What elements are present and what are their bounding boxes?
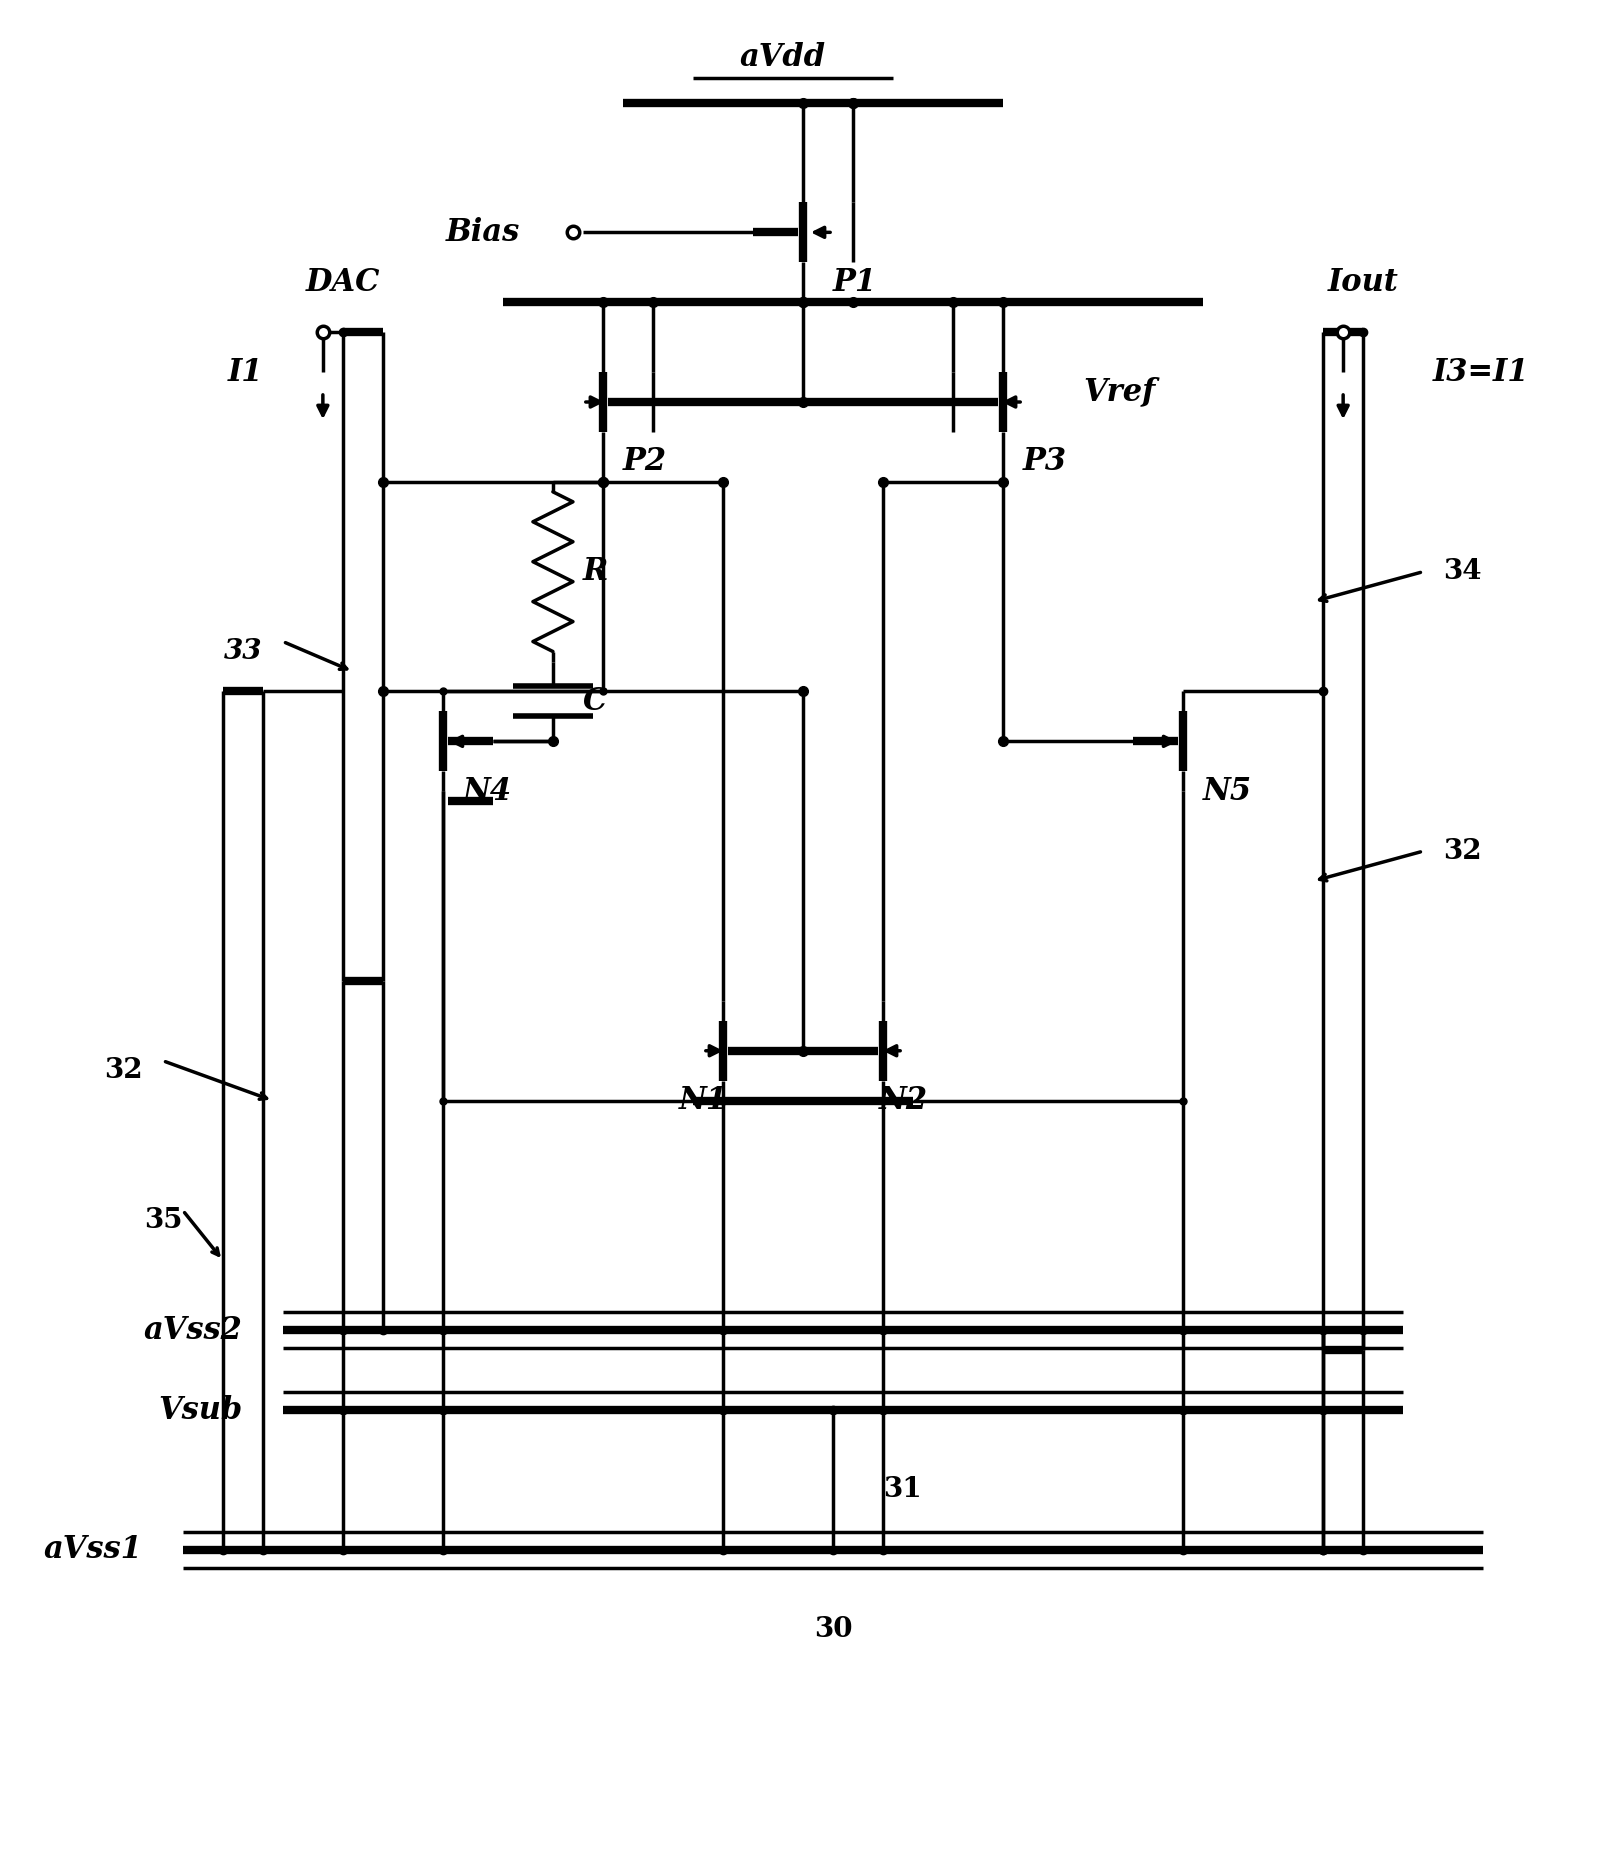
Text: N4: N4 (462, 776, 512, 807)
Text: P3: P3 (1022, 446, 1066, 478)
Text: I1: I1 (228, 357, 263, 387)
Text: DAC: DAC (305, 267, 380, 298)
Text: Vref: Vref (1082, 376, 1154, 407)
Text: 33: 33 (225, 639, 263, 665)
Text: 30: 30 (814, 1617, 852, 1643)
Text: R: R (583, 556, 608, 587)
Text: Iout: Iout (1327, 267, 1398, 298)
Text: 32: 32 (104, 1057, 143, 1083)
Text: 35: 35 (144, 1208, 183, 1233)
Text: I3=I1: I3=I1 (1432, 357, 1528, 387)
Text: N1: N1 (677, 1085, 727, 1117)
Text: aVss2: aVss2 (144, 1315, 242, 1346)
Text: 32: 32 (1443, 837, 1481, 865)
Text: aVdd: aVdd (740, 43, 825, 74)
Text: 31: 31 (883, 1476, 921, 1504)
Text: P2: P2 (623, 446, 666, 478)
Text: N5: N5 (1202, 776, 1252, 807)
Text: Bias: Bias (446, 217, 520, 248)
Text: C: C (583, 685, 607, 717)
Text: aVss1: aVss1 (43, 1533, 143, 1565)
Text: N2: N2 (878, 1085, 928, 1117)
Text: P1: P1 (833, 267, 876, 298)
Text: 34: 34 (1443, 557, 1481, 585)
Text: Vsub: Vsub (159, 1395, 242, 1426)
